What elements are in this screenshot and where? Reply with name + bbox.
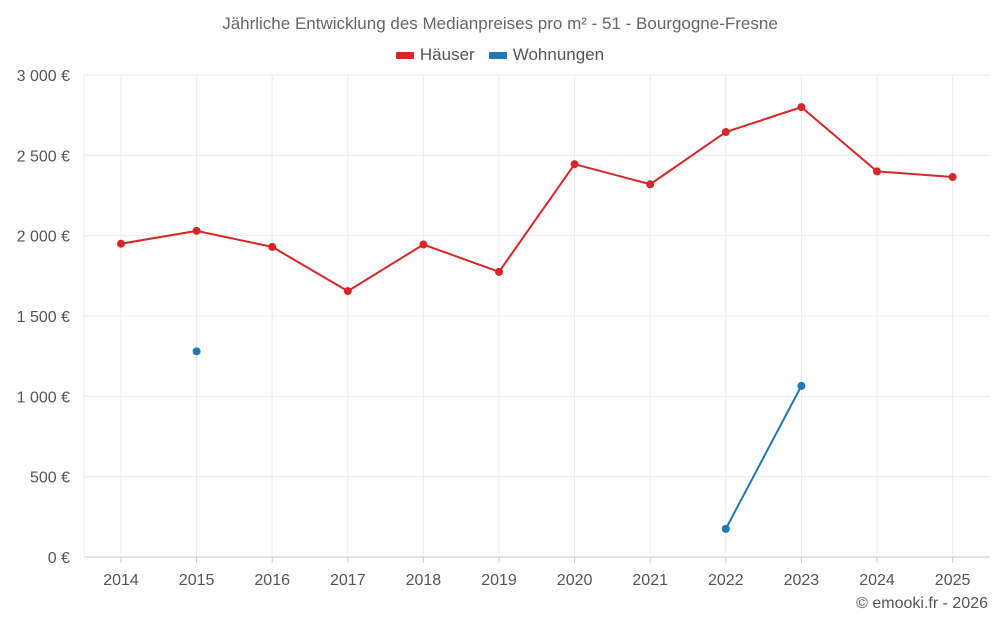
data-point-haeuser — [268, 242, 277, 251]
data-point-wohnungen — [797, 381, 806, 390]
y-tick-label: 2 500 € — [17, 148, 70, 165]
data-point-haeuser — [192, 226, 201, 235]
data-point-haeuser — [570, 160, 579, 169]
x-tick-label: 2016 — [254, 572, 290, 589]
x-tick-label: 2020 — [557, 572, 593, 589]
x-tick-label: 2018 — [406, 572, 442, 589]
data-point-haeuser — [117, 239, 125, 248]
y-tick-label: 2 000 € — [17, 229, 70, 246]
x-tick-label: 2014 — [103, 572, 139, 589]
x-tick-label: 2025 — [935, 572, 971, 589]
y-tick-label: 0 € — [48, 550, 70, 567]
legend-item-haeuser[interactable]: Häuser — [395, 45, 475, 65]
series-line-haeuser — [120, 106, 953, 293]
data-point-haeuser — [646, 180, 655, 189]
data-point-wohnungen — [721, 524, 730, 533]
chart-title: Jährliche Entwicklung des Medianpreises … — [222, 14, 778, 33]
x-tick-label: 2021 — [632, 572, 668, 589]
data-point-haeuser — [495, 267, 503, 276]
x-tick-label: 2019 — [481, 572, 517, 589]
data-point-haeuser — [419, 240, 428, 249]
data-point-haeuser — [797, 103, 806, 112]
legend-label-haeuser: Häuser — [419, 45, 475, 64]
legend-swatch-wohnungen — [488, 51, 507, 59]
x-tick-label: 2023 — [784, 572, 820, 589]
data-point-wohnungen — [192, 347, 201, 356]
legend-swatch-haeuser — [395, 51, 414, 59]
legend-item-wohnungen[interactable]: Wohnungen — [488, 45, 605, 65]
data-point-haeuser — [343, 287, 352, 296]
data-point-haeuser — [948, 173, 957, 182]
credit-text: © emooki.fr - 2026 — [856, 595, 988, 612]
data-point-haeuser — [721, 128, 730, 137]
series-line-wohnungen — [724, 385, 803, 530]
y-tick-label: 500 € — [30, 470, 70, 487]
y-tick-label: 1 500 € — [17, 309, 70, 326]
data-point-haeuser — [873, 167, 881, 176]
x-tick-label: 2017 — [330, 572, 366, 589]
legend: Häuser Wohnungen — [0, 45, 1000, 65]
x-tick-label: 2015 — [179, 572, 215, 589]
legend-label-wohnungen: Wohnungen — [512, 45, 605, 64]
y-tick-label: 1 000 € — [17, 389, 70, 406]
x-tick-label: 2022 — [708, 572, 744, 589]
y-tick-label: 3 000 € — [17, 68, 70, 85]
x-tick-label: 2024 — [859, 572, 895, 589]
